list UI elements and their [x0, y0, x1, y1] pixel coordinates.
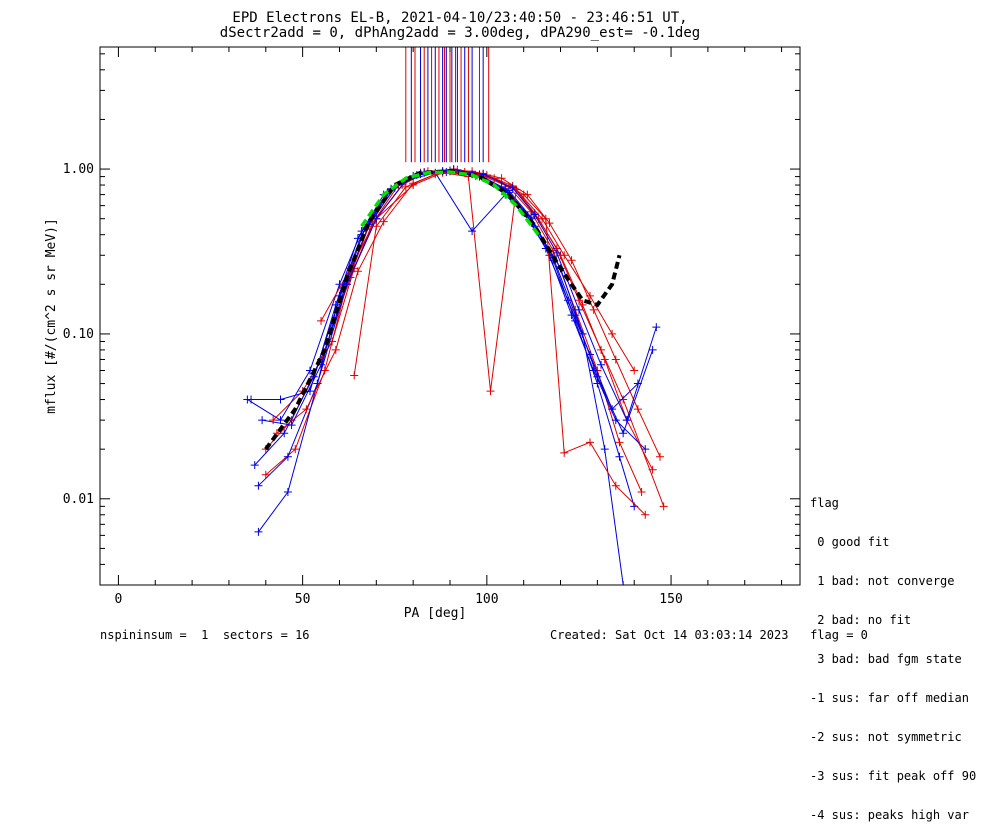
y-tick-label: 1.00 [63, 162, 94, 177]
legend-item: -1 sus: far off median [810, 691, 969, 705]
data-point [250, 461, 259, 470]
y-axis-label: mflux [#/(cm^2 s sr MeV)] [44, 218, 59, 414]
legend-item: 1 bad: not converge [810, 574, 955, 588]
data-point [291, 445, 300, 454]
data-point [486, 387, 495, 396]
data-point [247, 395, 256, 404]
y-tick-label: 0.10 [63, 327, 94, 342]
data-point [258, 416, 267, 425]
series-line [254, 169, 654, 466]
data-point [593, 372, 602, 381]
data-point [608, 329, 617, 338]
x-tick-label: 0 [115, 592, 123, 607]
legend-item: -4 sus: peaks high var [810, 808, 969, 822]
series-line [257, 172, 624, 585]
data-point [615, 438, 624, 447]
data-point [615, 452, 624, 461]
data-point [586, 438, 594, 447]
data-point [597, 360, 606, 369]
data-point [567, 256, 576, 265]
data-point [641, 510, 650, 519]
x-tick-label: 150 [659, 592, 682, 607]
data-point [611, 355, 620, 364]
series-line [251, 170, 639, 410]
data-point [622, 416, 631, 425]
data-point [619, 429, 628, 438]
legend-item: 0 good fit [810, 535, 890, 549]
x-tick-label: 50 [295, 592, 311, 607]
data-point [317, 316, 326, 325]
data-point [611, 481, 620, 490]
data-point [401, 182, 410, 191]
legend-item: 2 bad: no fit [810, 613, 912, 627]
data-point [586, 350, 594, 359]
model-fit-curve [264, 169, 622, 451]
data-point [600, 355, 609, 364]
data-point [280, 429, 289, 438]
chart-title-line1: EPD Electrons EL-B, 2021-04-10/23:40:50 … [232, 10, 688, 26]
data-point [261, 470, 270, 479]
series-line [353, 171, 646, 516]
data-point [350, 371, 359, 380]
data-point [468, 227, 477, 236]
legend-item: -2 sus: not symmetric [810, 730, 962, 744]
footer-left: nspininsum = 1 sectors = 16 [100, 628, 310, 642]
y-tick-label: 0.01 [63, 492, 94, 507]
data-point [637, 487, 646, 496]
data-point [331, 345, 340, 354]
data-point [574, 305, 583, 314]
data-point [600, 445, 609, 454]
data-point [508, 183, 517, 192]
series-line [272, 169, 654, 471]
data-point [287, 421, 296, 430]
data-point [545, 219, 554, 228]
data-point [269, 416, 278, 425]
footer-right: Created: Sat Oct 14 03:03:14 2023 flag =… [550, 628, 868, 642]
data-point [519, 190, 528, 199]
data-point [353, 267, 362, 276]
data-point [589, 305, 598, 314]
legend-item: 3 bad: bad fgm state [810, 652, 962, 666]
plot-area [243, 47, 668, 585]
data-point [656, 452, 664, 461]
data-point [608, 405, 617, 414]
data-point [648, 345, 657, 354]
data-point [379, 217, 388, 226]
data-point [652, 323, 661, 332]
data-point [497, 174, 506, 183]
data-point [372, 222, 381, 231]
x-tick-label: 100 [475, 592, 498, 607]
data-point [641, 445, 650, 454]
flag-legend: flag 0 good fit 1 bad: not converge 2 ba… [810, 471, 976, 835]
data-point [302, 405, 311, 414]
legend-item: -3 sus: fit peak off 90 [810, 769, 977, 783]
data-point [560, 251, 569, 260]
data-point [283, 487, 292, 496]
chart-plot: 0 50 100 150 0.01 0.10 1.00 PA [deg] mflux [#/(c… [44, 46, 801, 621]
data-point [630, 366, 639, 375]
chart-title-line2: dSectr2add = 0, dPhAng2add = 3.00deg, dP… [219, 25, 701, 41]
data-point [254, 481, 263, 490]
data-point [283, 452, 292, 461]
series-line [258, 170, 635, 507]
data-point [633, 405, 642, 414]
data-point [276, 395, 285, 404]
data-point [560, 448, 569, 457]
median-fit-curve [360, 170, 540, 236]
data-point [619, 581, 628, 585]
data-point [541, 214, 550, 223]
data-point [563, 296, 572, 305]
data-point [254, 527, 263, 536]
data-point [552, 248, 561, 257]
data-point [619, 395, 628, 404]
data-point [530, 210, 539, 219]
data-point [659, 502, 668, 511]
data-point [597, 345, 606, 354]
legend-title: flag [810, 496, 839, 510]
x-axis-label: PA [deg] [404, 606, 467, 621]
